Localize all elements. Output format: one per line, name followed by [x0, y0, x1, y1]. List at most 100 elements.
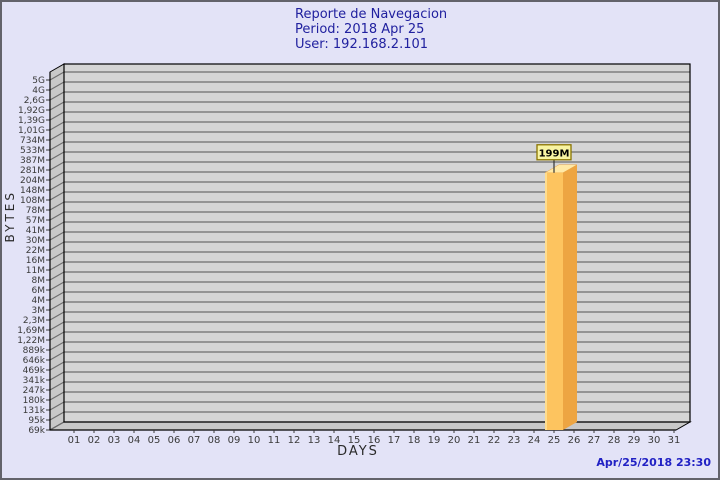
gridline-wall	[49, 91, 65, 101]
bar-side-face	[563, 164, 577, 430]
y-tick-label: 2,3M	[23, 316, 45, 326]
y-tick-label: 1,69M	[17, 326, 45, 336]
plot-area	[64, 64, 690, 422]
x-tick-label: 07	[188, 435, 201, 446]
gridline-wall	[49, 121, 65, 131]
gridline-wall	[49, 251, 65, 261]
gridline-wall	[49, 391, 65, 401]
gridline-wall	[49, 171, 65, 181]
y-tick-label: 341k	[23, 376, 46, 386]
x-tick-label: 31	[668, 435, 681, 446]
x-tick-label: 12	[288, 435, 301, 446]
report-user: User: 192.168.2.101	[295, 37, 429, 52]
y-tick-label: 734M	[20, 136, 45, 146]
y-tick-label: 148M	[20, 186, 45, 196]
x-tick-label: 27	[588, 435, 601, 446]
x-tick-label: 10	[248, 435, 261, 446]
y-tick-label: 2,6G	[24, 96, 45, 106]
x-tick-label: 28	[608, 435, 621, 446]
x-tick-label: 11	[268, 435, 281, 446]
x-tick-label: 13	[308, 435, 321, 446]
x-tick-label: 08	[208, 435, 221, 446]
page-title: Reporte de Navegacion	[295, 7, 448, 22]
x-tick-label: 29	[628, 435, 641, 446]
x-tick-label: 02	[88, 435, 101, 446]
y-tick-label: 108M	[20, 196, 45, 206]
x-tick-label: 03	[108, 435, 121, 446]
y-tick-label: 1,01G	[18, 126, 45, 136]
gridline-wall	[49, 261, 65, 271]
gridline-wall	[49, 81, 65, 91]
gridline-wall	[49, 131, 65, 141]
y-tick-label: 889k	[23, 346, 46, 356]
y-tick-label: 4M	[32, 296, 46, 306]
y-tick-label: 247k	[23, 386, 46, 396]
gridline-wall	[49, 401, 65, 411]
gridline-wall	[49, 271, 65, 281]
x-tick-label: 19	[428, 435, 441, 446]
y-tick-label: 11M	[26, 266, 45, 276]
y-tick-label: 22M	[26, 246, 45, 256]
y-tick-label: 57M	[26, 216, 45, 226]
y-tick-label: 281M	[20, 166, 45, 176]
x-tick-label: 30	[648, 435, 661, 446]
gridline-wall	[49, 351, 65, 361]
gridline-wall	[49, 331, 65, 341]
gridline-wall	[49, 301, 65, 311]
bar-value-label-box	[536, 144, 572, 161]
y-tick-label: 8M	[32, 276, 46, 286]
gridline-wall	[49, 421, 65, 431]
gridline-wall	[49, 321, 65, 331]
x-tick-label: 20	[448, 435, 461, 446]
x-tick-label: 21	[468, 435, 481, 446]
gridline-wall	[49, 201, 65, 211]
x-tick-label: 24	[528, 435, 541, 446]
y-tick-label: 180k	[23, 396, 46, 406]
gridline-wall	[49, 161, 65, 171]
gridline-wall	[49, 191, 65, 201]
bar-value-label: 199M	[539, 148, 570, 159]
gridline-wall	[49, 101, 65, 111]
x-tick-label: 04	[128, 435, 141, 446]
x-tick-label: 09	[228, 435, 241, 446]
gridline-wall	[49, 291, 65, 301]
y-tick-label: 41M	[26, 226, 45, 236]
gridline-wall	[49, 341, 65, 351]
gridline-wall	[49, 151, 65, 161]
x-tick-label: 22	[488, 435, 501, 446]
x-axis-title: DAYS	[337, 444, 379, 459]
y-tick-label: 646k	[23, 356, 46, 366]
gridline-wall	[49, 111, 65, 121]
gridline-wall	[49, 181, 65, 191]
gridline-wall	[49, 241, 65, 251]
x-tick-label: 14	[328, 435, 341, 446]
x-tick-label: 17	[388, 435, 401, 446]
generated-timestamp: Apr/25/2018 23:30	[596, 456, 711, 469]
y-tick-label: 6M	[32, 286, 46, 296]
y-tick-label: 30M	[26, 236, 45, 246]
x-tick-label: 26	[568, 435, 581, 446]
gridline-wall	[49, 371, 65, 381]
y-tick-label: 1,22M	[17, 336, 45, 346]
x-tick-label: 23	[508, 435, 521, 446]
y-tick-label: 1,92G	[18, 106, 45, 116]
gridline-wall	[49, 361, 65, 371]
y-tick-label: 533M	[20, 146, 45, 156]
floor-3d	[48, 421, 692, 431]
gridline-wall	[49, 411, 65, 421]
y-tick-label: 3M	[32, 306, 46, 316]
report-header: Reporte de Navegacion Period: 2018 Apr 2…	[295, 7, 447, 52]
gridline-wall	[49, 231, 65, 241]
x-tick-label: 05	[148, 435, 161, 446]
x-tick-label: 25	[548, 435, 561, 446]
y-tick-label: 95k	[28, 416, 45, 426]
gridline-wall	[49, 281, 65, 291]
bar-day-25	[545, 172, 563, 430]
gridline-wall	[49, 381, 65, 391]
x-tick-label: 06	[168, 435, 181, 446]
gridline-wall	[49, 141, 65, 151]
gridline-wall	[49, 311, 65, 321]
y-tick-label: 469k	[23, 366, 46, 376]
